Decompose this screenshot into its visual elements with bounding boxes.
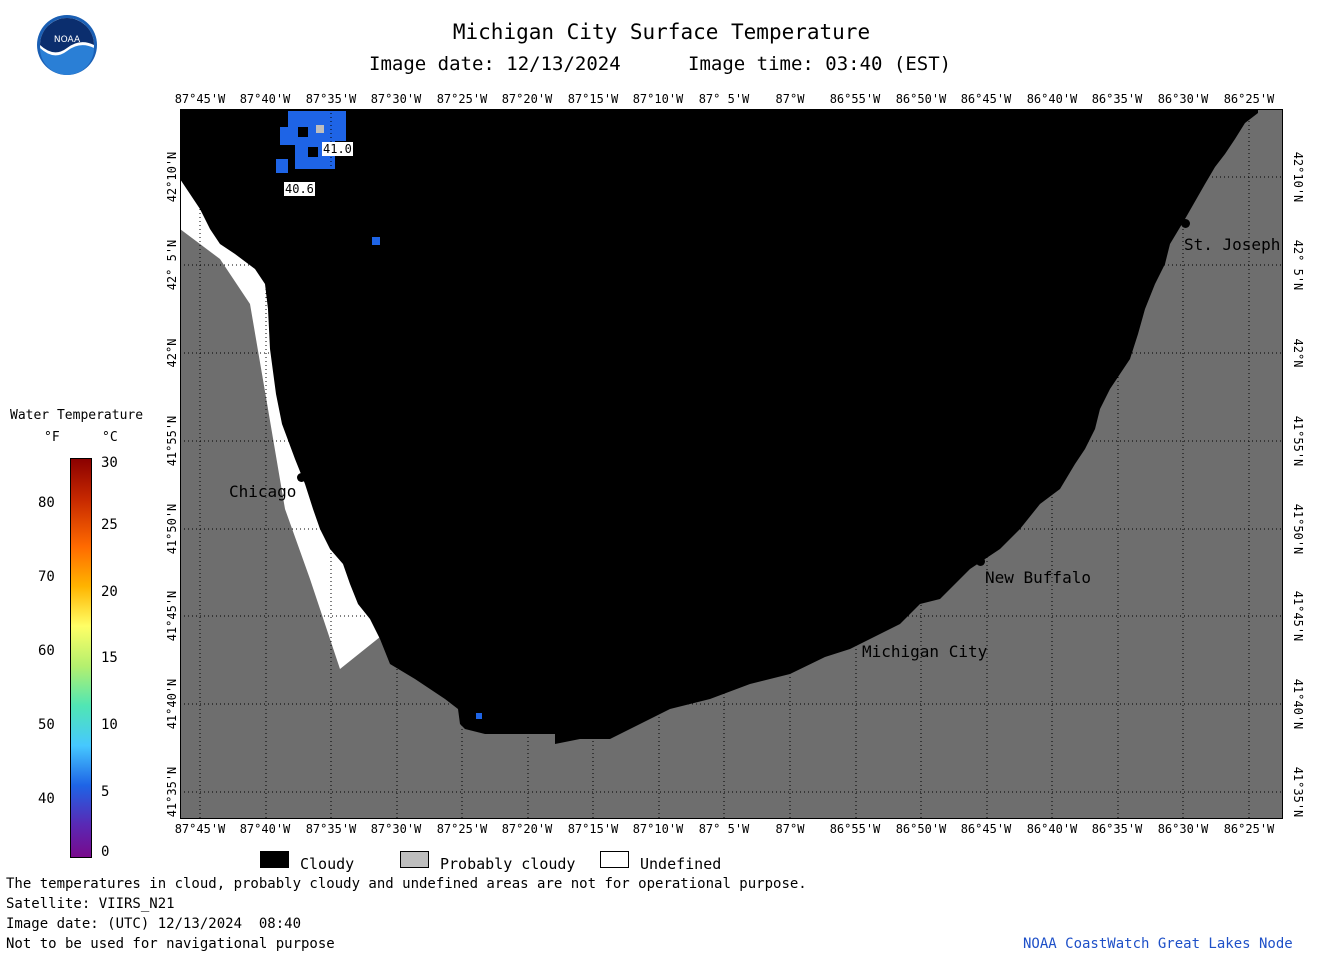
longitude-tick-label: 87°20'W — [501, 92, 553, 106]
longitude-tick-label: 87° 5'W — [698, 822, 750, 836]
longitude-tick-label: 87°10'W — [632, 822, 684, 836]
latitude-tick-label: 41°45'N — [1291, 590, 1305, 642]
map-svg — [180, 109, 1283, 819]
longitude-tick-label: 86°45'W — [960, 92, 1012, 106]
longitude-tick-label: 86°30'W — [1157, 92, 1209, 106]
noaa-logo: NOAA — [36, 14, 98, 76]
colorbar — [70, 458, 92, 858]
longitude-tick-label: 87°30'W — [370, 92, 422, 106]
legend-swatch-undefined — [600, 851, 629, 868]
longitude-tick-label: 86°45'W — [960, 822, 1012, 836]
latitude-tick-label: 41°50'N — [1291, 503, 1305, 555]
longitude-tick-label: 87°45'W — [174, 92, 226, 106]
colorbar-tick-f: 60 — [38, 643, 55, 659]
colorbar-tick-c: 25 — [101, 517, 118, 533]
longitude-tick-label: 86°55'W — [829, 92, 881, 106]
latitude-tick-label: 41°40'N — [1291, 678, 1305, 730]
legend-label-cloudy: Cloudy — [300, 855, 355, 873]
colorbar-title: Water Temperature — [10, 408, 144, 423]
city-st-joseph-marker — [1181, 219, 1190, 228]
longitude-tick-label: 87°W — [775, 822, 805, 836]
longitude-tick-label: 86°30'W — [1157, 822, 1209, 836]
longitude-tick-label: 87°40'W — [239, 92, 291, 106]
city-new-buffalo-marker — [976, 557, 985, 566]
city-michigan-city-marker — [857, 631, 866, 640]
noaa-logo-icon: NOAA — [37, 15, 97, 75]
legend-label-probably-cloudy: Probably cloudy — [440, 855, 576, 873]
image-time: Image time: 03:40 (EST) — [688, 53, 952, 75]
city-michigan-city-label: Michigan City — [862, 642, 988, 661]
longitude-tick-label: 87°35'W — [305, 92, 357, 106]
latitude-tick-label: 41°40'N — [165, 678, 179, 730]
colorbar-tick-f: 70 — [38, 569, 55, 585]
colorbar-tick-f: 40 — [38, 791, 55, 807]
latitude-tick-label: 42° 5'N — [1291, 239, 1305, 291]
latitude-tick-label: 41°35'N — [165, 766, 179, 818]
longitude-tick-label: 87°W — [775, 92, 805, 106]
longitude-tick-label: 87°35'W — [305, 822, 357, 836]
satellite-text: Satellite: VIIRS_N21 — [6, 896, 175, 912]
noaa-logo-text: NOAA — [54, 35, 81, 45]
latitude-tick-label: 42°N — [165, 338, 179, 368]
credit-text: NOAA CoastWatch Great Lakes Node — [1023, 936, 1293, 952]
legend-swatch-probably-cloudy — [400, 851, 429, 868]
cloud-gaps — [298, 127, 318, 157]
longitude-tick-label: 87°15'W — [567, 822, 619, 836]
city-new-buffalo-label: New Buffalo — [985, 568, 1091, 587]
latitude-tick-label: 41°55'N — [1291, 415, 1305, 467]
colorbar-tick-c: 5 — [101, 784, 110, 800]
colorbar-unit-c: °C — [102, 430, 118, 445]
longitude-tick-label: 87°25'W — [436, 92, 488, 106]
city-st-joseph-label: St. Joseph — [1184, 235, 1281, 254]
latitude-tick-label: 41°45'N — [165, 590, 179, 642]
latitude-tick-label: 41°50'N — [165, 503, 179, 555]
image-date: Image date: 12/13/2024 — [369, 53, 621, 75]
longitude-tick-label: 86°35'W — [1091, 822, 1143, 836]
temperature-label: 40.6 — [284, 182, 315, 196]
latitude-tick-label: 42°N — [1291, 338, 1305, 368]
map-border — [180, 109, 1283, 819]
longitude-tick-label: 87° 5'W — [698, 92, 750, 106]
latitude-tick-label: 42°10'N — [1291, 151, 1305, 203]
colorbar-unit-f: °F — [44, 430, 60, 445]
temperature-label: 41.0 — [322, 142, 353, 156]
legend-label-undefined: Undefined — [640, 855, 722, 873]
latitude-tick-label: 41°35'N — [1291, 766, 1305, 818]
city-chicago-label: Chicago — [229, 482, 297, 501]
longitude-tick-label: 86°40'W — [1026, 92, 1078, 106]
nav-note-text: Not to be used for navigational purpose — [6, 936, 335, 952]
longitude-tick-label: 87°15'W — [567, 92, 619, 106]
longitude-tick-label: 87°30'W — [370, 822, 422, 836]
longitude-tick-label: 86°55'W — [829, 822, 881, 836]
longitude-tick-label: 87°40'W — [239, 822, 291, 836]
latitude-tick-label: 42°10'N — [165, 151, 179, 203]
longitude-tick-label: 87°45'W — [174, 822, 226, 836]
colorbar-tick-c: 10 — [101, 717, 118, 733]
colorbar-tick-c: 20 — [101, 584, 118, 600]
utc-date-text: Image date: (UTC) 12/13/2024 08:40 — [6, 916, 302, 932]
colorbar-tick-c: 0 — [101, 844, 110, 860]
map-frame: Chicago St. Joseph New Buffalo Michigan … — [180, 109, 1283, 819]
latitude-tick-label: 41°55'N — [165, 415, 179, 467]
colorbar-tick-c: 15 — [101, 650, 118, 666]
colorbar-tick-c: 30 — [101, 455, 118, 471]
longitude-tick-label: 87°20'W — [501, 822, 553, 836]
longitude-tick-label: 86°50'W — [895, 822, 947, 836]
legend-swatch-cloudy — [260, 851, 289, 868]
longitude-tick-label: 87°10'W — [632, 92, 684, 106]
map-title: Michigan City Surface Temperature — [452, 20, 871, 44]
longitude-tick-label: 86°25'W — [1223, 822, 1275, 836]
longitude-tick-label: 86°25'W — [1223, 92, 1275, 106]
longitude-tick-label: 86°50'W — [895, 92, 947, 106]
longitude-tick-label: 87°25'W — [436, 822, 488, 836]
colorbar-tick-f: 80 — [38, 495, 55, 511]
city-chicago-marker — [297, 473, 306, 482]
latitude-tick-label: 42° 5'N — [165, 239, 179, 291]
longitude-tick-label: 86°40'W — [1026, 822, 1078, 836]
cloud-area — [180, 109, 1258, 744]
longitude-tick-label: 86°35'W — [1091, 92, 1143, 106]
colorbar-tick-f: 50 — [38, 717, 55, 733]
probably-cloudy-pixel — [316, 125, 324, 133]
disclaimer-text: The temperatures in cloud, probably clou… — [6, 876, 807, 892]
